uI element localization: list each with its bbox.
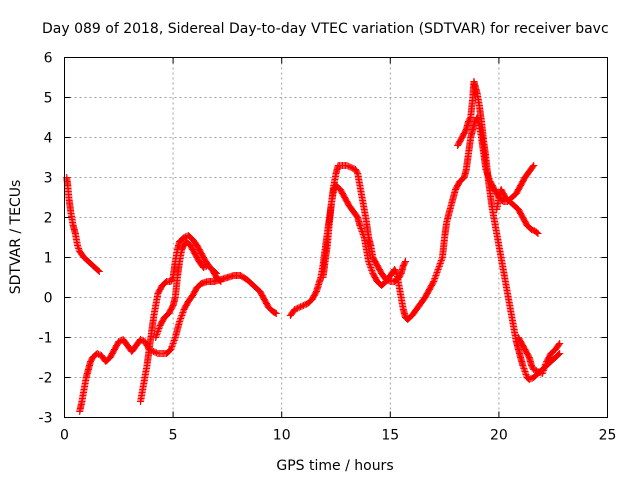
y-tick-label: -1 <box>39 331 53 347</box>
x-tick-label: 0 <box>60 428 69 444</box>
series-track-f <box>319 162 409 285</box>
axis-ticks: 0 5 10 15 20 25 -3 -2 -1 0 1 2 3 4 5 6 <box>39 51 617 444</box>
x-tick-label: 5 <box>169 428 178 444</box>
y-tick-label: -3 <box>39 411 53 427</box>
x-tick-label: 20 <box>490 428 508 444</box>
series-track-h <box>493 186 542 237</box>
data-point-markers <box>137 232 220 405</box>
plot-frame <box>64 57 608 418</box>
x-tick-label: 15 <box>381 428 399 444</box>
series-track-d <box>152 238 225 341</box>
y-tick-label: 1 <box>44 251 53 267</box>
y-tick-label: 2 <box>44 211 53 227</box>
series-track-i <box>514 334 564 377</box>
y-tick-label: 0 <box>44 291 53 307</box>
data-point-markers <box>76 272 280 415</box>
y-tick-label: 6 <box>44 51 53 67</box>
chart-title: Day 089 of 2018, Sidereal Day-to-day VTE… <box>42 21 609 37</box>
x-tick-label: 10 <box>273 428 291 444</box>
series-track-e <box>286 114 538 323</box>
y-tick-label: 4 <box>44 131 53 147</box>
series-track-b <box>76 272 280 415</box>
data-point-markers <box>286 114 538 323</box>
data-point-markers <box>63 174 103 275</box>
series-track-g <box>454 78 564 383</box>
y-tick-label: -2 <box>39 371 53 387</box>
data-markers <box>63 78 564 415</box>
data-point-markers <box>152 238 225 341</box>
x-tick-label: 25 <box>599 428 617 444</box>
series-track-a <box>63 174 103 275</box>
y-axis-label: SDTVAR / TECUs <box>8 180 24 295</box>
y-tick-label: 3 <box>44 171 53 187</box>
data-point-markers <box>514 334 564 377</box>
data-point-markers <box>454 78 564 383</box>
x-axis-label: GPS time / hours <box>276 458 393 474</box>
data-point-markers <box>319 162 409 285</box>
data-point-markers <box>493 186 542 237</box>
y-tick-label: 5 <box>44 91 53 107</box>
series-track-c <box>137 232 220 405</box>
